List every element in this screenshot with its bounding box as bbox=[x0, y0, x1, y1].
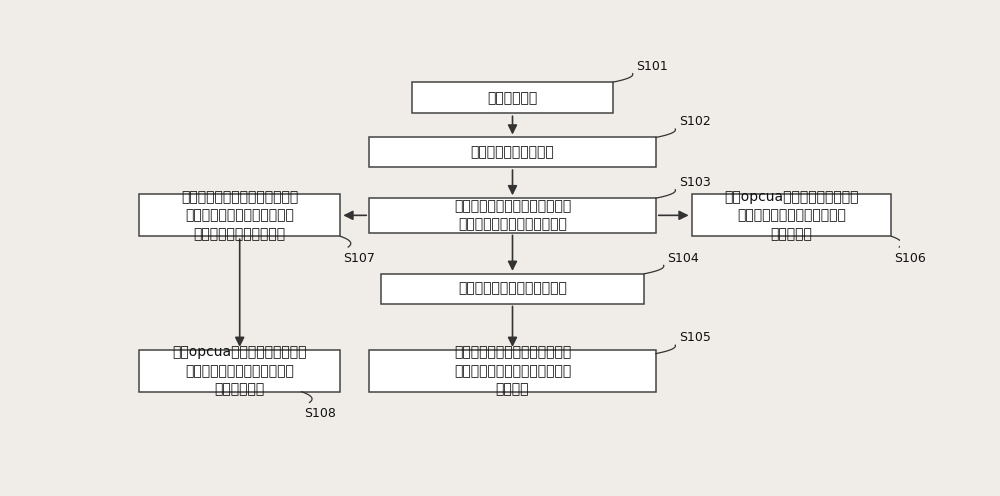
Text: S104: S104 bbox=[668, 251, 699, 264]
FancyBboxPatch shape bbox=[369, 350, 656, 392]
Text: S102: S102 bbox=[679, 115, 711, 128]
FancyBboxPatch shape bbox=[381, 274, 644, 304]
Text: 根据所述切割头的实时信息，确
定所述各实时信息的预警等级: 根据所述切割头的实时信息，确 定所述各实时信息的预警等级 bbox=[454, 199, 571, 232]
Text: 根据排序后最高的预警等级输出
工作指令，以控制所述切割头的
工作状态: 根据排序后最高的预警等级输出 工作指令，以控制所述切割头的 工作状态 bbox=[454, 345, 571, 396]
Text: S101: S101 bbox=[637, 60, 668, 73]
Text: S107: S107 bbox=[343, 251, 375, 265]
Text: S103: S103 bbox=[679, 176, 711, 189]
Text: 基于opcua通信协议，将所述历
史切割头信息、历史预警等级
传送给用户端: 基于opcua通信协议，将所述历 史切割头信息、历史预警等级 传送给用户端 bbox=[172, 345, 307, 396]
FancyBboxPatch shape bbox=[412, 82, 613, 114]
Text: 对所有预警等级进行排序管理: 对所有预警等级进行排序管理 bbox=[458, 282, 567, 296]
Text: 获取切割头的实时信息: 获取切割头的实时信息 bbox=[471, 145, 554, 159]
FancyBboxPatch shape bbox=[139, 350, 340, 392]
Text: 基于opcua通信协议，将所述切
割头的实时信息、预警等级传
送给用户端: 基于opcua通信协议，将所述切 割头的实时信息、预警等级传 送给用户端 bbox=[724, 190, 859, 241]
FancyBboxPatch shape bbox=[369, 198, 656, 233]
FancyBboxPatch shape bbox=[139, 194, 340, 237]
Text: S108: S108 bbox=[304, 407, 336, 420]
Text: 将切割头的实时信息和预警等级
进行归档管理，以生成历史切
割头信息和历史预警等级: 将切割头的实时信息和预警等级 进行归档管理，以生成历史切 割头信息和历史预警等级 bbox=[181, 190, 298, 241]
FancyBboxPatch shape bbox=[692, 194, 891, 237]
FancyBboxPatch shape bbox=[369, 137, 656, 167]
Text: S106: S106 bbox=[894, 251, 926, 265]
Text: S105: S105 bbox=[679, 331, 711, 344]
Text: 设置预设阈值: 设置预设阈值 bbox=[487, 91, 538, 105]
